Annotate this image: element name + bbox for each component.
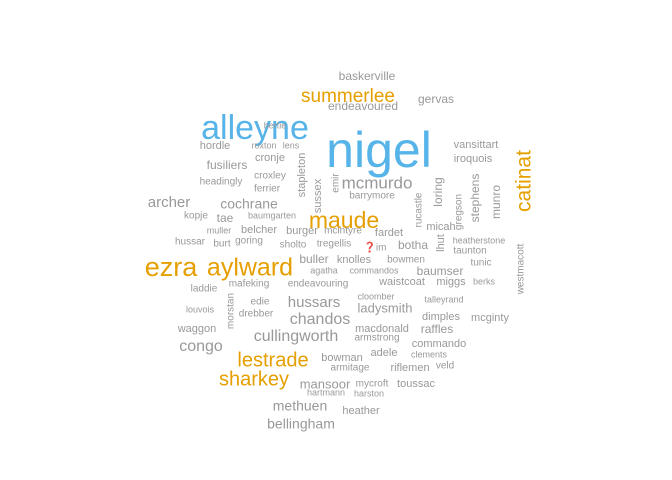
word-mcginty: mcginty [471,312,509,324]
word-toussac: toussac [397,378,435,390]
word-belcher: belcher [241,224,277,236]
word-dimples: dimples [422,311,460,323]
word-vansittart: vansittart [454,139,499,151]
word-chandos: chandos [290,311,351,328]
word-mycroft: mycroft [356,379,389,390]
word-roxton: roxton [251,140,276,150]
word-armstrong: armstrong [354,333,399,344]
word-archer: archer [148,194,191,211]
word-burger: burger [286,225,318,237]
word-louvois: louvois [186,304,215,314]
word-commandos: commandos [349,265,399,275]
word-lhut: lhut [435,234,447,252]
word-sholto: sholto [280,240,307,251]
word-loring: loring [431,177,445,206]
word-endeavouring: endeavouring [288,279,349,290]
word-cullingworth: cullingworth [254,328,338,345]
word-knolles: knolles [337,254,372,266]
word-laddie: laddie [191,284,218,295]
word-fardet: fardet [375,227,403,239]
word-stapleton: stapleton [296,153,308,198]
word-adele: adele [371,347,398,359]
word-veld: veld [436,361,454,372]
word-buller: buller [299,252,328,266]
word-gregson: gregson [454,194,465,230]
word-hussars: hussars [288,294,341,311]
word-congo: congo [179,338,223,355]
word-mcintyre: mcintyre [324,226,362,237]
word-mafeking: mafeking [229,279,270,290]
word-im: ❓im [363,241,386,254]
word-miggs: miggs [436,276,466,288]
word-waggon: waggon [177,323,217,335]
word-bowmen: bowmen [387,255,425,266]
word-heatherstone: heatherstone [453,235,506,245]
word-talleyrand: talleyrand [424,294,463,304]
word-burt: burt [213,239,230,250]
word-endeavoured: endeavoured [328,99,398,113]
word-ferrier: ferrier [254,184,281,195]
word-lens: lens [283,140,300,150]
word-baumgarten: baumgarten [248,210,296,220]
word-nigel: nigel [326,122,432,178]
word-fusiliers: fusiliers [207,158,248,172]
word-harston: harston [354,388,384,398]
word-ezra: ezra [145,252,199,282]
word-aylward: aylward [207,254,293,282]
word-cronje: cronje [255,152,285,164]
word-heather: heather [342,405,380,417]
word-tae: tae [217,211,234,225]
word-berks: berks [473,276,496,286]
word-ladysmith: ladysmith [358,300,413,315]
word-riflemen: riflemen [390,362,429,374]
word-hussar: hussar [175,237,206,248]
word-taunton: taunton [453,246,486,257]
word-raffles: raffles [421,322,453,336]
word-emir: emir [331,173,342,193]
word-botha: botha [398,238,428,252]
word-hordle: hordle [200,140,231,152]
word-tunic: tunic [470,258,491,269]
word-drebber: drebber [239,309,274,320]
word-bellingham: bellingham [267,416,335,432]
word-tregellis: tregellis [317,239,351,250]
word-westmacott: westmacott [516,243,527,295]
word-iroquois: iroquois [454,153,493,165]
word-goring: goring [235,236,263,247]
word-sussex: sussex [312,178,324,213]
word-stephens: stephens [468,174,482,223]
word-catinat: catinat [513,150,536,212]
word-waistcoat: waistcoat [378,276,425,288]
word-hartmann: hartmann [307,387,345,397]
word-cloomber: cloomber [357,291,394,301]
word-agatha: agatha [310,265,338,275]
word-armitage: armitage [331,363,370,374]
word-kopje: kopje [184,211,208,222]
word-mcmurdo: mcmurdo [342,173,413,192]
word-micah: micah [426,221,455,233]
word-rucastle: rucastle [414,192,425,227]
word-munro: munro [489,185,503,219]
word-headingly: headingly [200,177,243,188]
word-gervas: gervas [418,92,454,106]
word-commando: commando [412,338,466,350]
word-muller: muller [207,225,232,235]
word-morstan: morstan [226,293,237,329]
word-cochrane: cochrane [220,196,278,212]
word-croxley: croxley [254,171,286,182]
word-edie: edie [251,297,270,308]
word-methuen: methuen [273,398,327,414]
word-baskerville: baskerville [339,69,396,83]
word-bertie: bertie [264,120,287,130]
word-sharkey: sharkey [219,368,289,390]
word-clements: clements [411,349,448,359]
word-barrymore: barrymore [349,191,395,202]
